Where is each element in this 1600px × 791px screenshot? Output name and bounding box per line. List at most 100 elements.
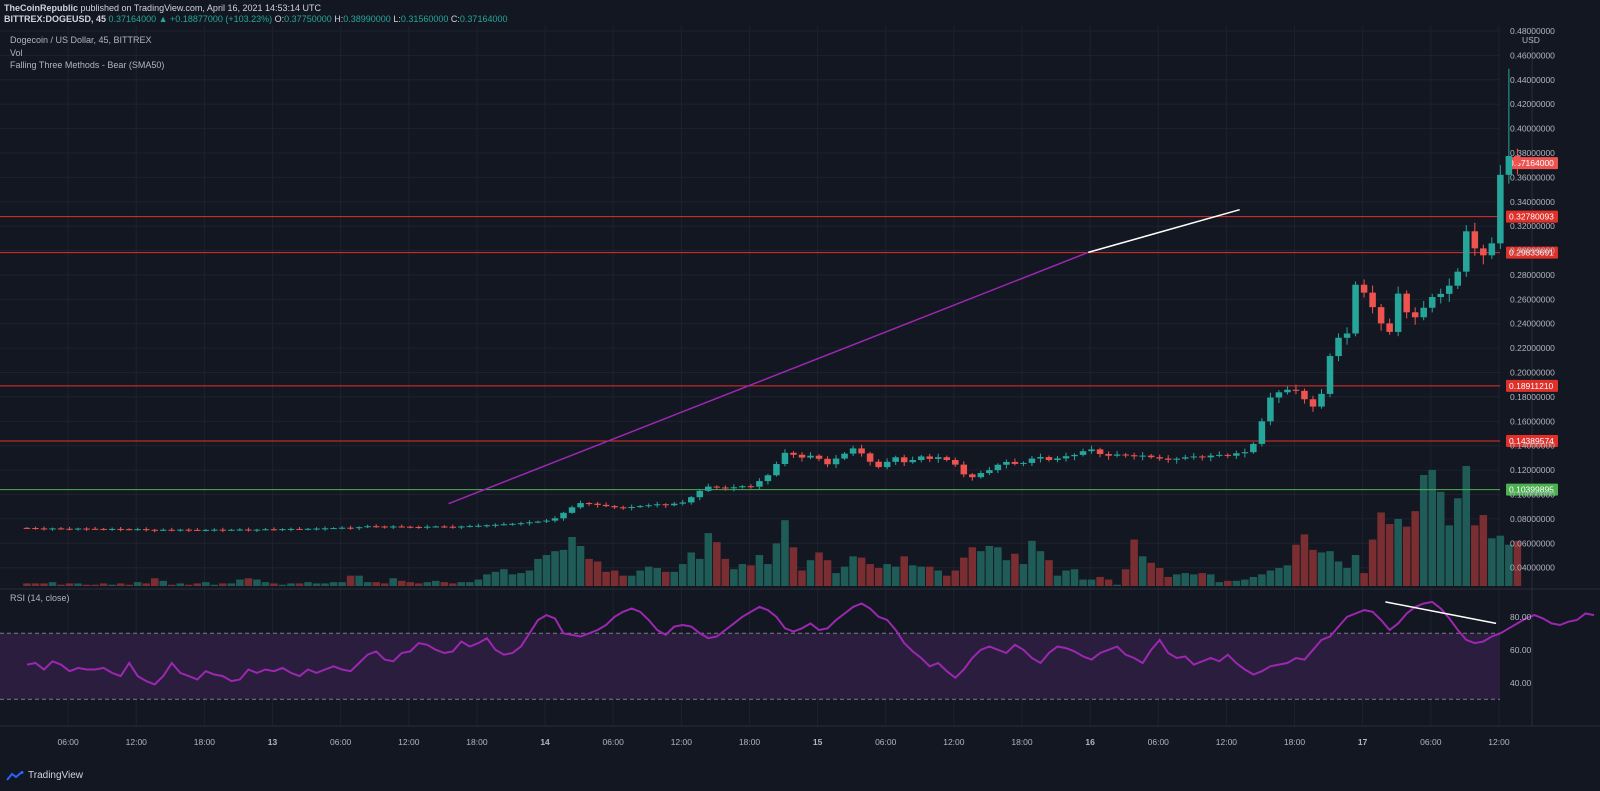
volume-bar	[1181, 573, 1189, 586]
candle-body	[1071, 454, 1078, 457]
candle-body	[1250, 443, 1257, 453]
time-tick-label: 15	[813, 737, 823, 747]
candle-body	[1428, 297, 1436, 308]
volume-bar	[1368, 539, 1377, 586]
volume-bar	[568, 536, 576, 586]
candle-body	[236, 529, 244, 531]
volume-bar	[636, 570, 644, 586]
rsi-tick-label: 80.00	[1510, 612, 1532, 622]
candle-body	[1216, 454, 1223, 456]
time-tick-label: 12:00	[943, 737, 965, 747]
volume-bar	[525, 570, 534, 586]
chart-header: TheCoinRepublic published on TradingView…	[0, 0, 1600, 26]
rsi-tick-label: 40.00	[1510, 678, 1532, 688]
candle-body	[1488, 243, 1496, 256]
volume-bar	[1045, 560, 1053, 586]
volume-bar	[355, 575, 363, 586]
time-tick-label: 12:00	[1488, 737, 1510, 747]
volume-bar	[1215, 582, 1224, 586]
candle-body	[696, 490, 704, 498]
published-text: published on TradingView.com, April 16, …	[80, 3, 322, 13]
volume-bar	[432, 580, 440, 586]
candle-body	[781, 452, 789, 465]
volume-bar	[593, 561, 602, 586]
tradingview-brand[interactable]: TradingView	[6, 770, 83, 781]
volume-bar	[1079, 579, 1087, 586]
volume-bar	[65, 583, 74, 586]
candle-body	[1147, 455, 1155, 458]
volume-bar	[1292, 544, 1300, 586]
chart-area[interactable]: 0.32780093 0.29833691 0.18911210 0.14389574…	[0, 26, 1600, 755]
candle-body	[952, 459, 959, 465]
candle-body	[57, 528, 65, 530]
high-label: H:	[334, 14, 344, 24]
candle-body	[1130, 455, 1138, 457]
volume-bar	[764, 564, 772, 586]
candle-body	[688, 497, 695, 503]
volume-bar	[670, 571, 678, 586]
volume-bar	[1326, 551, 1334, 586]
time-tick-label: 14	[540, 737, 550, 747]
rsi-line	[26, 600, 1595, 686]
volume-bar	[917, 566, 925, 586]
candle-body	[841, 453, 848, 459]
candle-body	[1471, 231, 1479, 249]
candle-body	[83, 528, 90, 530]
volume-bar	[908, 565, 917, 586]
price-tick-label: 0.48000000	[1510, 26, 1555, 36]
price-tick-label: 0.34000000	[1510, 197, 1555, 207]
volume-bar	[1198, 573, 1207, 586]
rsi-legend: RSI (14, close)	[10, 593, 70, 603]
candle-body	[1011, 461, 1019, 464]
candle-body	[492, 524, 499, 526]
volume-bar	[704, 533, 713, 586]
level-price-badge	[1506, 483, 1558, 496]
volume-bar	[1419, 475, 1428, 586]
volume-bar	[968, 547, 977, 586]
volume-bar	[1155, 567, 1164, 586]
price-chart-svg[interactable]: 0.32780093 0.29833691 0.18911210 0.14389574…	[0, 26, 1600, 755]
time-tick-label: 18:00	[1011, 737, 1033, 747]
volume-bar	[1309, 549, 1317, 586]
volume-bar	[891, 566, 900, 586]
candle-body	[1318, 393, 1325, 407]
volume-bar	[1496, 535, 1505, 586]
time-tick-label: 06:00	[603, 737, 625, 747]
volume-bar	[295, 583, 304, 586]
candle-body	[1352, 284, 1359, 334]
candle-body	[202, 529, 210, 531]
candle-body	[313, 528, 320, 530]
candle-body	[1199, 456, 1206, 458]
volume-bar	[1189, 574, 1198, 586]
open-value: 0.37750000	[284, 14, 332, 24]
volume-bar	[960, 557, 968, 586]
time-tick-label: 06:00	[875, 737, 897, 747]
level-price-label: 0.10399895	[1509, 485, 1554, 495]
price-tick-label: 0.18000000	[1510, 392, 1555, 402]
time-tick-label: 12:00	[398, 737, 420, 747]
time-tick-label: 13	[268, 737, 278, 747]
candle-body	[909, 459, 916, 463]
time-tick-label: 06:00	[57, 737, 79, 747]
volume-bar	[721, 558, 730, 586]
volume-bar	[1011, 553, 1019, 586]
publisher-name[interactable]: TheCoinRepublic	[4, 3, 78, 13]
volume-bar	[474, 579, 483, 586]
time-tick-label: 17	[1358, 737, 1368, 747]
candle-body	[849, 448, 857, 454]
candle-body	[1224, 454, 1232, 456]
trendline	[1088, 208, 1240, 254]
volume-bar	[789, 547, 798, 586]
candle-body	[211, 529, 218, 531]
candle-body	[1164, 458, 1172, 460]
up-arrow-icon: ▲	[158, 14, 168, 24]
volume-bar	[1258, 574, 1266, 586]
candle-body	[338, 527, 346, 529]
volume-bar	[874, 567, 883, 586]
volume-bar	[57, 584, 65, 586]
price-tick-label: 0.16000000	[1510, 416, 1555, 426]
candle-body	[1369, 292, 1376, 308]
volume-bar	[210, 584, 219, 586]
candle-body	[287, 528, 295, 530]
candle-body	[645, 505, 652, 507]
